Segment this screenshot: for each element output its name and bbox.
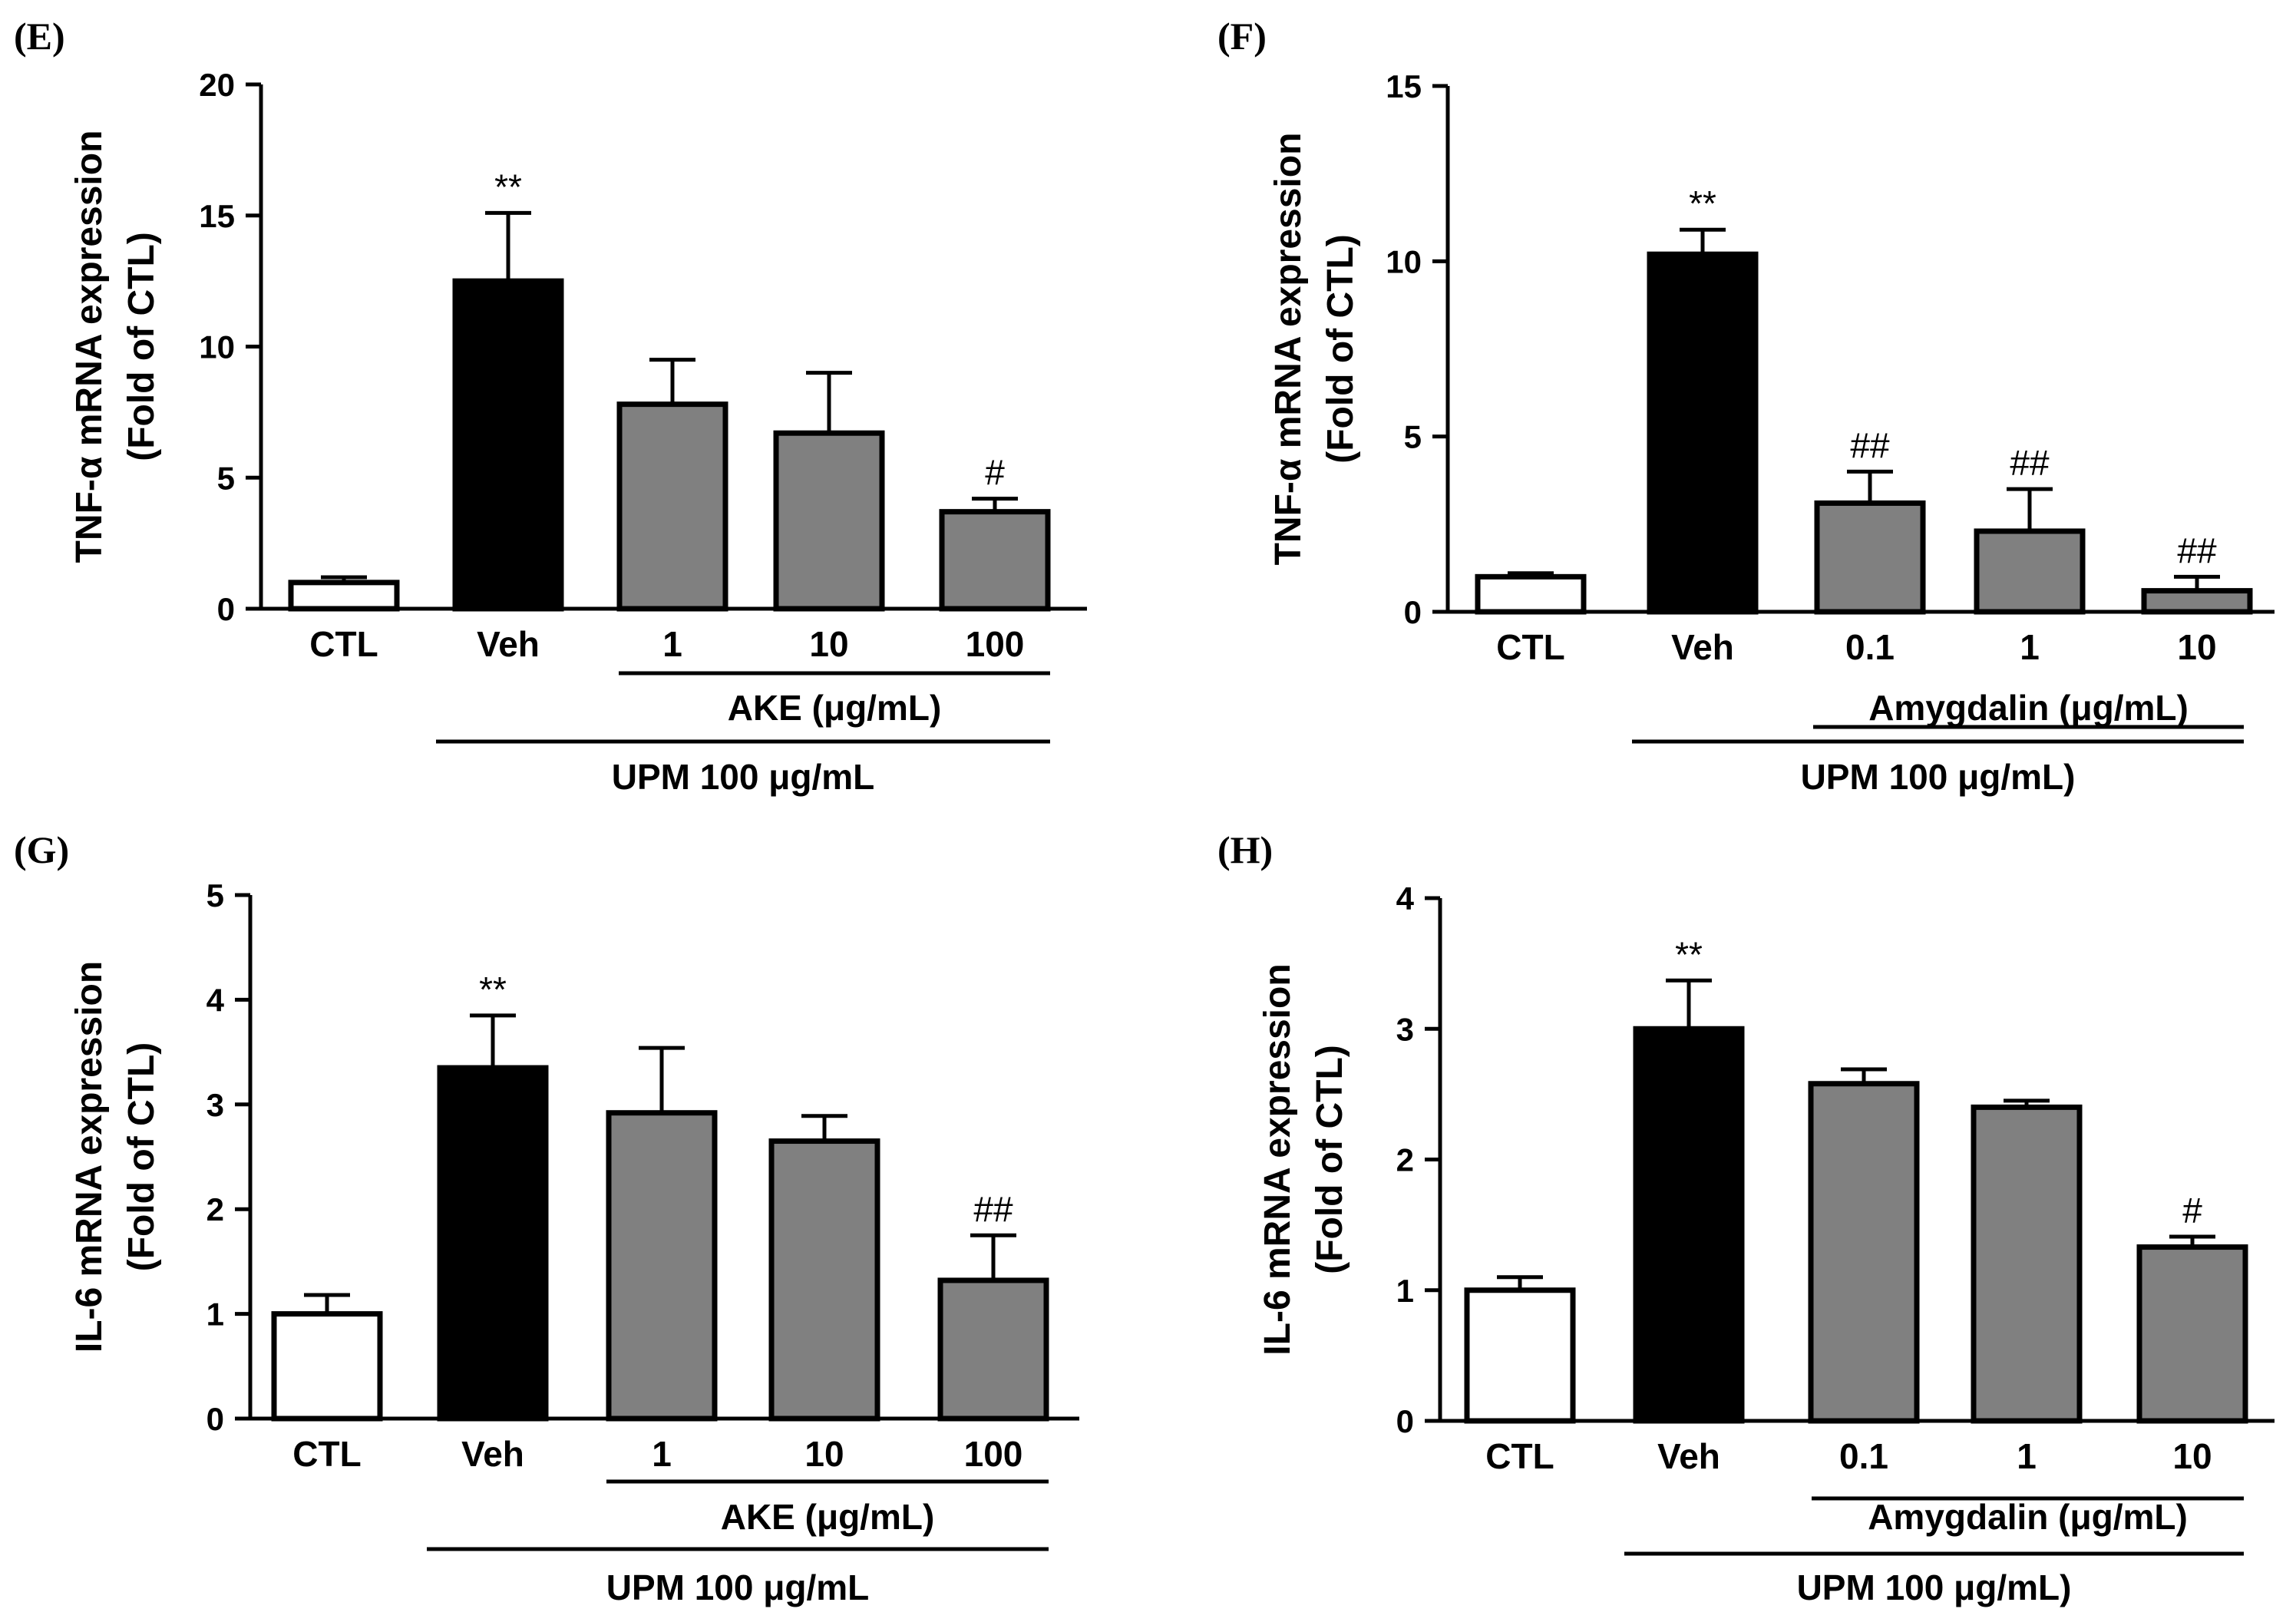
y-axis-title: TNF-α mRNA expression bbox=[69, 130, 110, 563]
y-tick-label: 15 bbox=[1386, 68, 1422, 104]
y-tick-label: 15 bbox=[199, 198, 235, 234]
x-category-label: 10 bbox=[804, 1434, 844, 1474]
bar-ctl bbox=[1475, 573, 1587, 615]
x-category-label: 100 bbox=[966, 624, 1025, 664]
x-category-label: Veh bbox=[477, 624, 540, 664]
bar-0.1 bbox=[1808, 1081, 1920, 1424]
y-axis-title: IL-6 mRNA expression bbox=[1257, 963, 1298, 1355]
y-tick-label: 0 bbox=[1404, 594, 1422, 630]
y-tick-label: 3 bbox=[1396, 1011, 1414, 1047]
panel-h: (H) IL-6 mRNA expression (Fold of CTL) 0 1 2 3… bbox=[1217, 828, 2275, 1607]
bar-10 bbox=[2136, 1244, 2248, 1424]
y-tick-label: 1 bbox=[1396, 1273, 1414, 1309]
x-category-label: 1 bbox=[662, 624, 682, 664]
x-category-label: 1 bbox=[2020, 627, 2040, 667]
treatment-label: Amygdalin (μg/mL) bbox=[1868, 688, 2189, 728]
significance-mark: ## bbox=[1850, 425, 1890, 465]
bar-10 bbox=[773, 430, 885, 612]
significance-mark: ** bbox=[1675, 934, 1703, 974]
panel-e: (E) TNF-α mRNA expression (Fold of CTL) 0 5 1… bbox=[14, 15, 1087, 797]
bar-100 bbox=[939, 509, 1051, 612]
y-tick-label: 1 bbox=[206, 1297, 224, 1333]
y-tick-label: 5 bbox=[206, 877, 224, 913]
panel-letter: (H) bbox=[1217, 828, 1273, 871]
y-tick-label: 10 bbox=[199, 329, 235, 365]
y-axis-subtitle: (Fold of CTL) bbox=[1320, 234, 1361, 464]
x-category-label: Veh bbox=[1671, 627, 1734, 667]
significance-mark: ** bbox=[479, 970, 507, 1009]
x-category-label: 0.1 bbox=[1839, 1436, 1888, 1476]
x-category-label: 10 bbox=[2172, 1436, 2212, 1476]
significance-mark: # bbox=[985, 453, 1005, 493]
x-category-label: Veh bbox=[1657, 1436, 1720, 1476]
bar-ctl bbox=[271, 1311, 383, 1422]
y-tick-label: 5 bbox=[1404, 419, 1422, 455]
y-tick-label: 4 bbox=[206, 982, 225, 1018]
y-tick-label: 20 bbox=[199, 67, 235, 103]
x-category-label: 0.1 bbox=[1845, 627, 1895, 667]
bar-ctl bbox=[1464, 1287, 1576, 1424]
bar-0.1 bbox=[1814, 500, 1926, 615]
bar-ctl bbox=[288, 580, 400, 612]
y-tick-label: 3 bbox=[206, 1087, 224, 1123]
y-tick-label: 5 bbox=[217, 460, 235, 496]
y-tick-label: 2 bbox=[1396, 1142, 1414, 1178]
y-axis-title: IL-6 mRNA expression bbox=[69, 961, 110, 1353]
y-tick-label: 10 bbox=[1386, 243, 1422, 279]
x-category-label: 1 bbox=[2017, 1436, 2037, 1476]
bar-1 bbox=[1971, 1104, 2083, 1424]
bar-100 bbox=[937, 1277, 1049, 1422]
significance-mark: ** bbox=[494, 167, 522, 206]
upm-label: UPM 100 μg/mL bbox=[606, 1567, 870, 1607]
treatment-label: AKE (μg/mL) bbox=[728, 688, 942, 728]
y-tick-label: 0 bbox=[1396, 1403, 1414, 1439]
y-axis-title: TNF-α mRNA expression bbox=[1268, 133, 1309, 566]
bar-1 bbox=[606, 1110, 718, 1422]
y-tick-label: 0 bbox=[206, 1401, 224, 1437]
upm-label: UPM 100 μg/mL) bbox=[1797, 1567, 2072, 1607]
significance-mark: # bbox=[2182, 1191, 2202, 1231]
significance-mark: ## bbox=[2010, 443, 2050, 483]
y-axis-subtitle: (Fold of CTL) bbox=[121, 232, 162, 461]
panel-letter: (F) bbox=[1217, 15, 1267, 58]
x-category-label: 10 bbox=[809, 624, 848, 664]
bar-1 bbox=[1974, 528, 2086, 615]
panel-letter: (G) bbox=[14, 828, 69, 871]
x-category-label: CTL bbox=[292, 1434, 361, 1474]
significance-mark: ## bbox=[973, 1189, 1013, 1229]
y-axis-subtitle: (Fold of CTL) bbox=[121, 1042, 162, 1272]
x-category-label: CTL bbox=[309, 624, 378, 664]
bar-10 bbox=[2141, 588, 2253, 615]
significance-mark: ** bbox=[1689, 183, 1716, 223]
y-tick-label: 0 bbox=[217, 591, 235, 627]
y-tick-label: 4 bbox=[1396, 880, 1415, 917]
upm-label: UPM 100 μg/mL bbox=[612, 757, 875, 797]
x-category-label: 100 bbox=[964, 1434, 1023, 1474]
upm-label: UPM 100 μg/mL) bbox=[1801, 757, 2076, 797]
bar-veh bbox=[1647, 251, 1759, 615]
bar-veh bbox=[1633, 1026, 1745, 1424]
treatment-label: AKE (μg/mL) bbox=[721, 1497, 935, 1537]
bar-veh bbox=[437, 1065, 549, 1422]
bar-1 bbox=[616, 401, 728, 612]
panel-g: (G) IL-6 mRNA expression (Fold of CTL) 0 1 2 3… bbox=[14, 828, 1079, 1607]
x-category-label: CTL bbox=[1485, 1436, 1554, 1476]
bar-10 bbox=[768, 1138, 880, 1422]
y-axis-subtitle: (Fold of CTL) bbox=[1310, 1045, 1350, 1274]
x-category-label: Veh bbox=[461, 1434, 524, 1474]
x-category-label: 10 bbox=[2177, 627, 2216, 667]
x-category-label: CTL bbox=[1496, 627, 1564, 667]
treatment-label: Amygdalin (μg/mL) bbox=[1868, 1497, 2188, 1537]
y-tick-label: 2 bbox=[206, 1191, 224, 1227]
panel-f: (F) TNF-α mRNA expression (Fold of CTL) 0 5 1… bbox=[1217, 15, 2275, 797]
x-category-label: 1 bbox=[652, 1434, 672, 1474]
significance-mark: ## bbox=[2177, 530, 2217, 570]
bar-veh bbox=[452, 278, 564, 612]
panel-letter: (E) bbox=[14, 15, 65, 58]
